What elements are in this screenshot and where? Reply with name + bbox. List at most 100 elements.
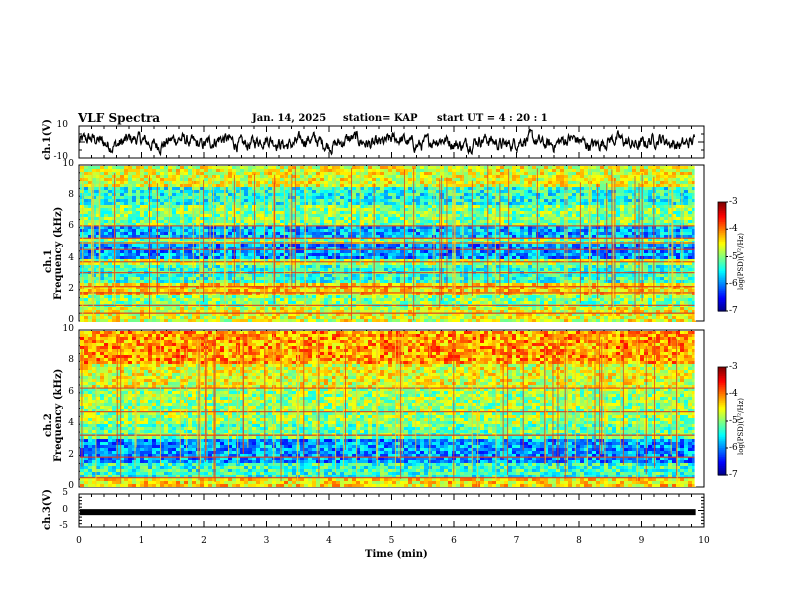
ch1-spec-cell	[336, 214, 340, 217]
ch1-spec-cell	[108, 187, 112, 190]
ch1-spec-cell	[512, 178, 516, 181]
ch1-spec-cell	[580, 169, 584, 172]
ch1-spec-cell	[332, 187, 336, 190]
ch1-spec-cell	[580, 244, 584, 247]
ch1-spec-cell	[176, 220, 180, 223]
ch1-spec-cell	[184, 211, 188, 214]
ch1-spec-cell	[344, 178, 348, 181]
ch1-spec-cell	[668, 229, 672, 232]
ch1-spec-cell	[692, 190, 696, 193]
ch1-spec-cell	[84, 181, 88, 184]
ch1-spec-cell	[92, 196, 96, 199]
ch1-spec-cell	[164, 235, 168, 238]
ch1-spec-cell	[532, 196, 536, 199]
ch1-spec-cell	[84, 253, 88, 256]
ch1-spec-cell	[636, 217, 640, 220]
ch1-spec-cell	[656, 175, 660, 178]
ch1-spec-cell	[276, 199, 280, 202]
ch1-spec-cell	[692, 238, 696, 241]
ch1-spec-cell	[244, 181, 248, 184]
ch1-spec-cell	[564, 193, 568, 196]
ch1-spec-cell	[516, 244, 520, 247]
ch1-spec-cell	[580, 235, 584, 238]
ch1-spec-cell	[100, 256, 104, 259]
ch1-spec-cell	[572, 214, 576, 217]
ch1-spec-cell	[436, 187, 440, 190]
ch1-spec-cell	[460, 199, 464, 202]
ch1-spec-cell	[284, 226, 288, 229]
ch1-spec-cell	[584, 169, 588, 172]
ch1-spec-cell	[184, 175, 188, 178]
ch1-spec-cell	[512, 244, 516, 247]
ch1-spec-cell	[436, 256, 440, 259]
ch1-spec-cell	[140, 184, 144, 187]
ch1-spec-cell	[436, 199, 440, 202]
ch1-spec-cell	[620, 220, 624, 223]
ch1-spec-cell	[604, 220, 608, 223]
ch1-spec-cell	[292, 199, 296, 202]
ch1-spec-cell	[320, 256, 324, 259]
ch1-spec-cell	[604, 247, 608, 250]
ch1-spec-cell	[340, 169, 344, 172]
ch1-spec-cell	[456, 226, 460, 229]
ch1-spec-cell	[92, 214, 96, 217]
ch1-spec-cell	[624, 253, 628, 256]
ch1-spec-cell	[200, 247, 204, 250]
ch1-spec-cell	[496, 181, 500, 184]
ch1-spec-cell	[260, 220, 264, 223]
ch1-spec-cell	[312, 172, 316, 175]
ch1-spec-cell	[256, 205, 260, 208]
ch1-spec-cell	[100, 193, 104, 196]
ch1-spec-cell	[244, 205, 248, 208]
ch1-spec-cell	[508, 223, 512, 226]
ch1-spec-cell	[392, 169, 396, 172]
ch1-spec-cell	[116, 175, 120, 178]
ch1-spec-cell	[508, 250, 512, 253]
ch1-spec-cell	[424, 172, 428, 175]
ch1-spec-cell	[284, 187, 288, 190]
ch1-spec-cell	[140, 232, 144, 235]
ch1-spec-cell	[548, 181, 552, 184]
ch1-spec-cell	[328, 169, 332, 172]
ch1-spec-cell	[620, 217, 624, 220]
ch1-spec-cell	[560, 202, 564, 205]
ch1-spec-cell	[96, 166, 100, 169]
ch1-spec-cell	[112, 190, 116, 193]
ch1-spec-cell	[500, 181, 504, 184]
ch1-spec-cell	[388, 202, 392, 205]
ch1-spec-cell	[104, 205, 108, 208]
ch1-spec-cell	[436, 250, 440, 253]
ch1-spec-cell	[568, 250, 572, 253]
ch1-spec-cell	[648, 184, 652, 187]
ch1-spec-cell	[120, 226, 124, 229]
ch1-spec-cell	[484, 247, 488, 250]
ch1-spec-cell	[392, 181, 396, 184]
ch1-spec-cell	[356, 199, 360, 202]
ch1-spec-cell	[624, 238, 628, 241]
ch1-spec-cell	[488, 256, 492, 259]
ch1-spec-cell	[168, 169, 172, 172]
ch1-spec-cell	[152, 220, 156, 223]
ch1-spec-cell	[556, 220, 560, 223]
ch1-spec-cell	[632, 172, 636, 175]
ch1-spec-cell	[624, 223, 628, 226]
ch1-spec-cell	[632, 169, 636, 172]
ch1-spec-cell	[180, 223, 184, 226]
ch1-spec-cell	[576, 193, 580, 196]
ch1-spec-cell	[160, 223, 164, 226]
ch1-spec-cell	[276, 169, 280, 172]
ch1-spec-cell	[500, 208, 504, 211]
ch1-spec-cell	[184, 238, 188, 241]
ch1-spec-cell	[436, 229, 440, 232]
ch1-spec-cell	[656, 196, 660, 199]
ch1-spec-cell	[164, 253, 168, 256]
ch1-spec-cell	[240, 244, 244, 247]
ch1-spec-cell	[132, 217, 136, 220]
ch1-spec-cell	[368, 226, 372, 229]
ch1-spec-cell	[388, 256, 392, 259]
ch1-spec-cell	[684, 247, 688, 250]
ch1-spec-cell	[508, 208, 512, 211]
ch1-spec-cell	[444, 199, 448, 202]
ch1-spec-cell	[244, 232, 248, 235]
ch1-spec-cell	[96, 178, 100, 181]
